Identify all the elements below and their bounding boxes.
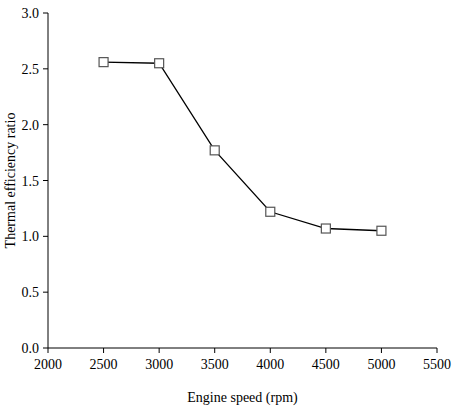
plot-area (99, 58, 386, 236)
chart-container: 0.0 0.5 1.0 1.5 2.0 2.5 3.0 2000 2500 3000 3500 400… (0, 0, 474, 412)
y-tick (43, 348, 48, 349)
data-marker (266, 207, 275, 216)
y-tick (43, 68, 48, 69)
x-tick-label: 3500 (201, 357, 229, 372)
y-tick (43, 13, 48, 14)
x-tick (437, 348, 438, 353)
y-tick-label: 2.0 (22, 118, 40, 133)
data-marker (210, 146, 219, 155)
x-tick-label: 5500 (423, 357, 451, 372)
x-tick-label: 4000 (256, 357, 284, 372)
x-tick (325, 348, 326, 353)
data-marker (99, 58, 108, 67)
x-tick (159, 348, 160, 353)
y-axis-label: Thermal efficiency ratio (3, 113, 18, 249)
x-tick-label: 3000 (145, 357, 173, 372)
y-tick (43, 124, 48, 125)
y-tick-label: 1.0 (22, 229, 40, 244)
x-tick-label: 2500 (90, 357, 118, 372)
y-tick-label: 0.5 (22, 285, 40, 300)
data-marker (377, 226, 386, 235)
data-marker (321, 224, 330, 233)
x-tick-label: 2000 (34, 357, 62, 372)
x-axis-label: Engine speed (rpm) (187, 390, 298, 406)
data-marker (155, 59, 164, 68)
x-tick-label: 5000 (367, 357, 395, 372)
x-tick (214, 348, 215, 353)
y-tick-label: 0.0 (22, 341, 40, 356)
y-tick (43, 180, 48, 181)
x-tick (381, 348, 382, 353)
x-axis-line (48, 348, 437, 349)
y-tick-label: 2.5 (22, 62, 40, 77)
y-tick (43, 292, 48, 293)
x-tick-label: 4500 (312, 357, 340, 372)
y-tick-label: 3.0 (22, 6, 40, 21)
y-tick (43, 236, 48, 237)
x-tick (103, 348, 104, 353)
x-tick (270, 348, 271, 353)
y-tick-label: 1.5 (22, 174, 40, 189)
chart-svg: 0.0 0.5 1.0 1.5 2.0 2.5 3.0 2000 2500 3000 3500 400… (0, 0, 474, 412)
x-tick (48, 348, 49, 353)
data-line (104, 62, 382, 231)
